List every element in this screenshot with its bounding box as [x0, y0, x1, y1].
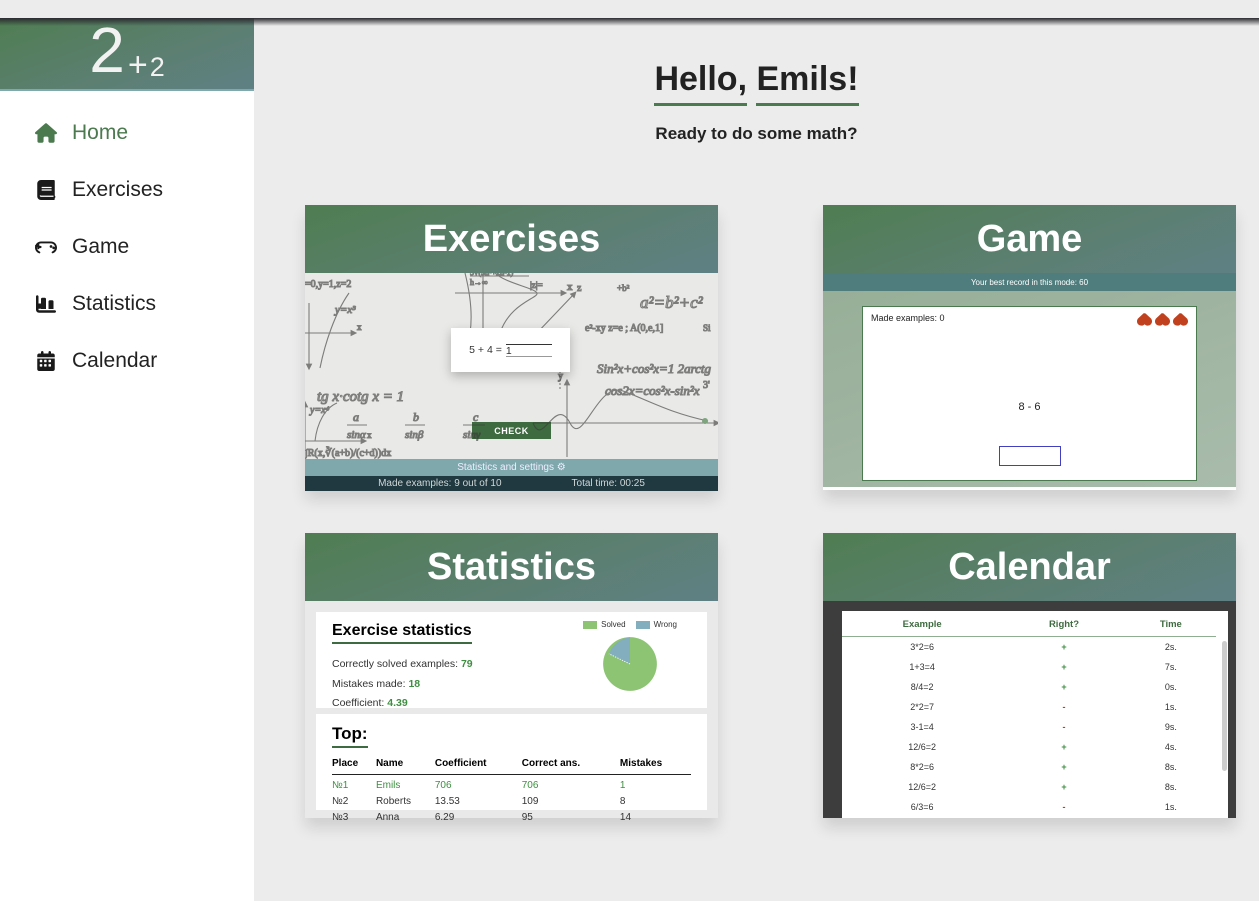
svg-text:y: y	[558, 371, 563, 382]
svg-text:c: c	[473, 410, 479, 424]
svg-text:tg x·cotg x = 1: tg x·cotg x = 1	[317, 389, 404, 405]
svg-text:sinγ: sinγ	[463, 429, 481, 441]
svg-text:3': 3'	[703, 380, 710, 391]
svg-text:∫R(x,∛(a+b)/(c+d))dx: ∫R(x,∛(a+b)/(c+d))dx	[305, 447, 391, 459]
svg-text:sinα: sinα	[347, 429, 366, 441]
svg-text:b: b	[413, 410, 419, 424]
svg-text:a: a	[353, 410, 359, 424]
svg-text:sinβ: sinβ	[405, 429, 424, 441]
svg-text:Sin²x+cos²x=1 2arctg: Sin²x+cos²x=1 2arctg	[597, 361, 712, 376]
